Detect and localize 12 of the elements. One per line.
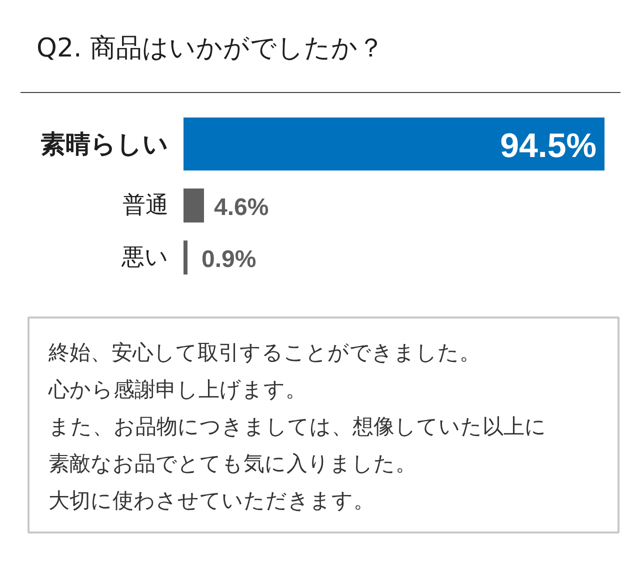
y-tick-label: 素晴らしい <box>40 130 168 158</box>
data-label: 94.5% <box>500 127 596 165</box>
text: また、お品物につきましては、想像していた以上に <box>48 414 546 438</box>
chart-title: Q2. 商品はいかがでしたか？ <box>36 34 384 64</box>
data-label: 0.9% <box>202 246 256 273</box>
y-tick-label: 悪い <box>120 244 168 270</box>
y-tick-label: 普通 <box>122 192 168 218</box>
text: 大切に使わさせていただきます。 <box>48 488 374 512</box>
text: 心から感謝申し上げます。 <box>48 378 306 402</box>
text: 素敵なお品でとても気に入りました。 <box>48 452 416 476</box>
text: 終始、安心して取引することができました。 <box>48 340 480 364</box>
data-label: 4.6% <box>214 194 269 221</box>
